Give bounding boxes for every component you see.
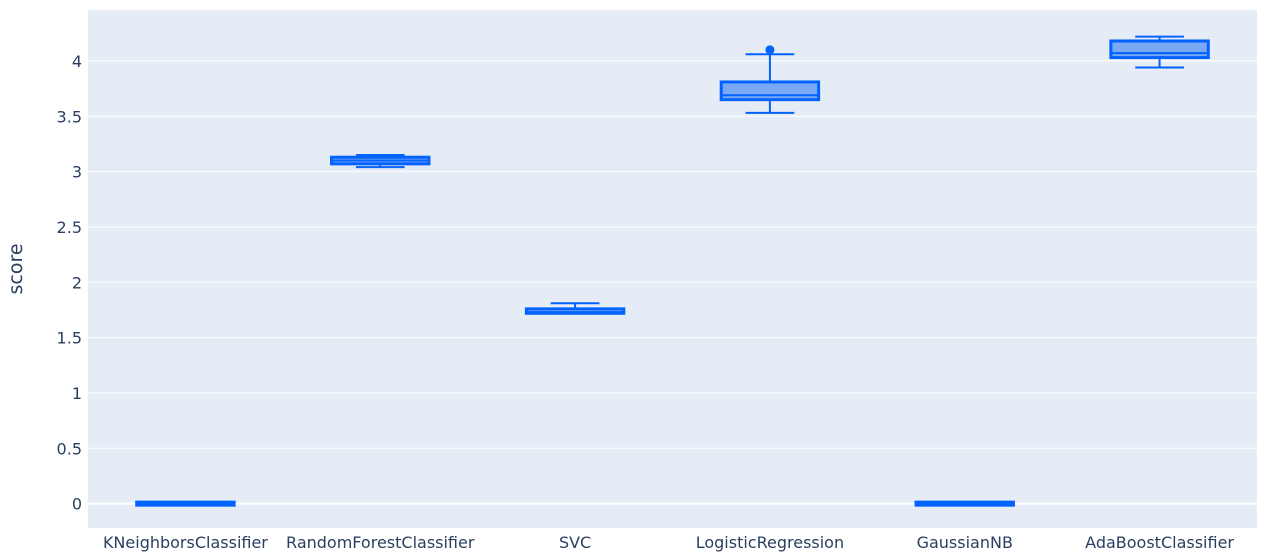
- y-tick-label: 2.5: [57, 218, 82, 237]
- x-tick-label: RandomForestClassifier: [286, 533, 475, 552]
- y-tick-labels: 0 0.5 1 1.5 2 2.5 3 3.5 4: [57, 52, 82, 514]
- y-axis-title: score: [5, 243, 27, 294]
- y-tick-label: 2: [72, 273, 82, 292]
- y-tick-label: 1: [72, 384, 82, 403]
- box-KNeighborsClassifier: [135, 500, 236, 507]
- x-tick-label: LogisticRegression: [696, 533, 844, 552]
- outlier-point: [765, 45, 775, 55]
- grid-lines: [88, 60, 1257, 505]
- box-RandomForestClassifier: [330, 153, 431, 169]
- x-tick-label: GaussianNB: [917, 533, 1013, 552]
- y-tick-label: 0: [72, 495, 82, 514]
- x-tick-label: SVC: [559, 533, 591, 552]
- x-tick-label: KNeighborsClassifier: [103, 533, 268, 552]
- plot-background: [88, 10, 1257, 528]
- y-tick-label: 3.5: [57, 107, 82, 126]
- box-GaussianNB: [914, 500, 1015, 507]
- box-iqr: [524, 307, 626, 315]
- boxes: [135, 35, 1210, 507]
- x-tick-label: AdaBoostClassifier: [1085, 533, 1234, 552]
- box-iqr: [1109, 39, 1210, 60]
- x-tick-labels: KNeighborsClassifier RandomForestClassifi…: [103, 533, 1234, 552]
- box-AdaBoostClassifier: [1109, 35, 1210, 69]
- y-tick-label: 3: [72, 163, 82, 182]
- y-tick-label: 0.5: [57, 439, 82, 458]
- box-LogisticRegression: [719, 45, 821, 114]
- box-SVC: [524, 302, 626, 315]
- y-tick-label: 4: [72, 52, 82, 71]
- box-iqr: [719, 80, 821, 102]
- y-tick-label: 1.5: [57, 329, 82, 348]
